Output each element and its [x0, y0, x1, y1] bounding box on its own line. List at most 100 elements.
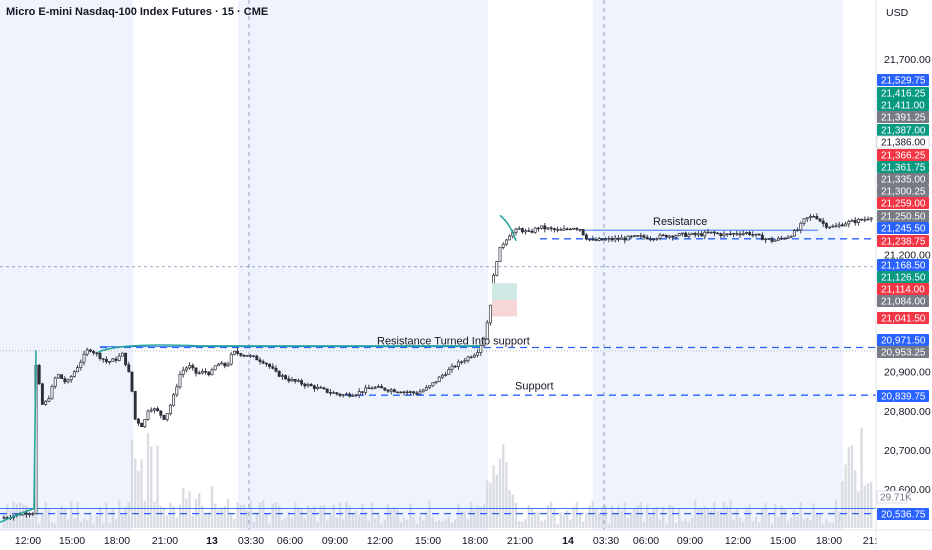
candle-body [60, 374, 64, 379]
candle-body [370, 387, 374, 390]
candle-body [639, 235, 643, 237]
volume-bar [642, 521, 646, 528]
candle [472, 353, 476, 358]
price-tick-label: 21,700.00 [884, 54, 931, 66]
candle [101, 358, 105, 363]
price-tag-bg [876, 135, 930, 149]
candle [584, 232, 588, 241]
annotations: Resistance Resistance Turned Into support… [377, 216, 707, 392]
candle [2, 515, 6, 519]
volume-bar [601, 506, 604, 528]
volume-bar [479, 507, 482, 528]
volume-bar [514, 502, 518, 528]
volume-bar [306, 505, 310, 528]
volume-bar [844, 464, 847, 528]
currency-label[interactable]: USD [886, 7, 909, 19]
candle [482, 336, 486, 348]
volume-bar [434, 521, 438, 528]
candle-body [306, 384, 310, 387]
volume-bar [508, 490, 511, 528]
candle [546, 227, 550, 231]
candle [172, 392, 176, 407]
candle [373, 385, 377, 390]
volume-bar [511, 494, 514, 528]
annotation-label: Support [515, 380, 554, 392]
candle [232, 350, 236, 356]
price-tag-label: 21,114.00 [881, 285, 925, 296]
price-tag-bg [877, 235, 929, 247]
candle-body [140, 422, 144, 428]
volume-bar [153, 501, 156, 528]
candle [700, 231, 704, 237]
volume-bar [690, 517, 694, 528]
candle-body [722, 233, 726, 237]
time-tick-label: 09:00 [677, 535, 703, 547]
volume-bar [543, 519, 546, 528]
price-tag: 21,126.50 [877, 271, 929, 284]
volume-bar [729, 500, 732, 528]
candle [524, 228, 528, 235]
candle-body [716, 232, 720, 235]
volume-bar [166, 515, 169, 528]
candle [578, 228, 582, 232]
candle [690, 232, 694, 236]
volume-bar [326, 520, 329, 528]
candle-body [863, 219, 867, 221]
price-tag-label: 21,245.50 [881, 224, 926, 235]
volume-bar [578, 512, 582, 528]
candle-body [552, 228, 556, 231]
candle-body [466, 356, 470, 361]
candle-body [24, 512, 28, 515]
volume-bar [271, 503, 274, 528]
candle-body [504, 239, 508, 245]
volume-bar [134, 458, 137, 528]
volume-bar [335, 517, 338, 528]
candle-body [149, 409, 153, 412]
candle-body [188, 365, 192, 369]
volume-bar [274, 502, 278, 528]
candle-body [728, 233, 732, 235]
candle-body [88, 349, 92, 352]
candle-body [575, 227, 579, 230]
candle-body [703, 231, 707, 237]
candle [668, 234, 672, 240]
candle-body [783, 237, 787, 240]
volume-bar [745, 507, 748, 528]
time-axis-ticks[interactable]: 12:00 15:00 18:00 21:00 13 03:30 06:00 09:00 12:… [15, 535, 877, 547]
position-profit-zone [492, 283, 517, 300]
candle-body [840, 224, 844, 227]
vertical-session-lines [0, 0, 876, 530]
candle-body [818, 218, 822, 222]
candle-body [751, 234, 755, 236]
candle [284, 374, 288, 380]
volume-bar [454, 519, 457, 528]
candle [312, 384, 316, 392]
candle-body [200, 370, 204, 374]
candle [248, 354, 252, 359]
volume-bar [607, 523, 610, 528]
volume-bar [495, 474, 498, 528]
volume-bar [399, 522, 402, 528]
candle [47, 395, 51, 403]
time-tick-label: 06:00 [277, 535, 303, 547]
candle-body [559, 229, 563, 231]
candle-body [316, 386, 320, 389]
time-tick-label: 14 [562, 535, 574, 547]
candle [693, 231, 697, 238]
time-tick-label: 13 [206, 535, 218, 547]
candle [277, 370, 281, 377]
candle [834, 222, 838, 228]
volume-bar [300, 508, 303, 528]
candle [658, 233, 662, 241]
volume-bar [530, 508, 534, 528]
candle-body [63, 378, 67, 383]
candle [594, 237, 598, 242]
volume-bar [566, 510, 569, 528]
candle-body [677, 233, 681, 237]
candle-body [610, 238, 614, 241]
candle-body [591, 238, 595, 241]
candle-body [104, 359, 108, 363]
candle [351, 393, 355, 397]
price-tag-label: 20,536.75 [881, 510, 926, 521]
